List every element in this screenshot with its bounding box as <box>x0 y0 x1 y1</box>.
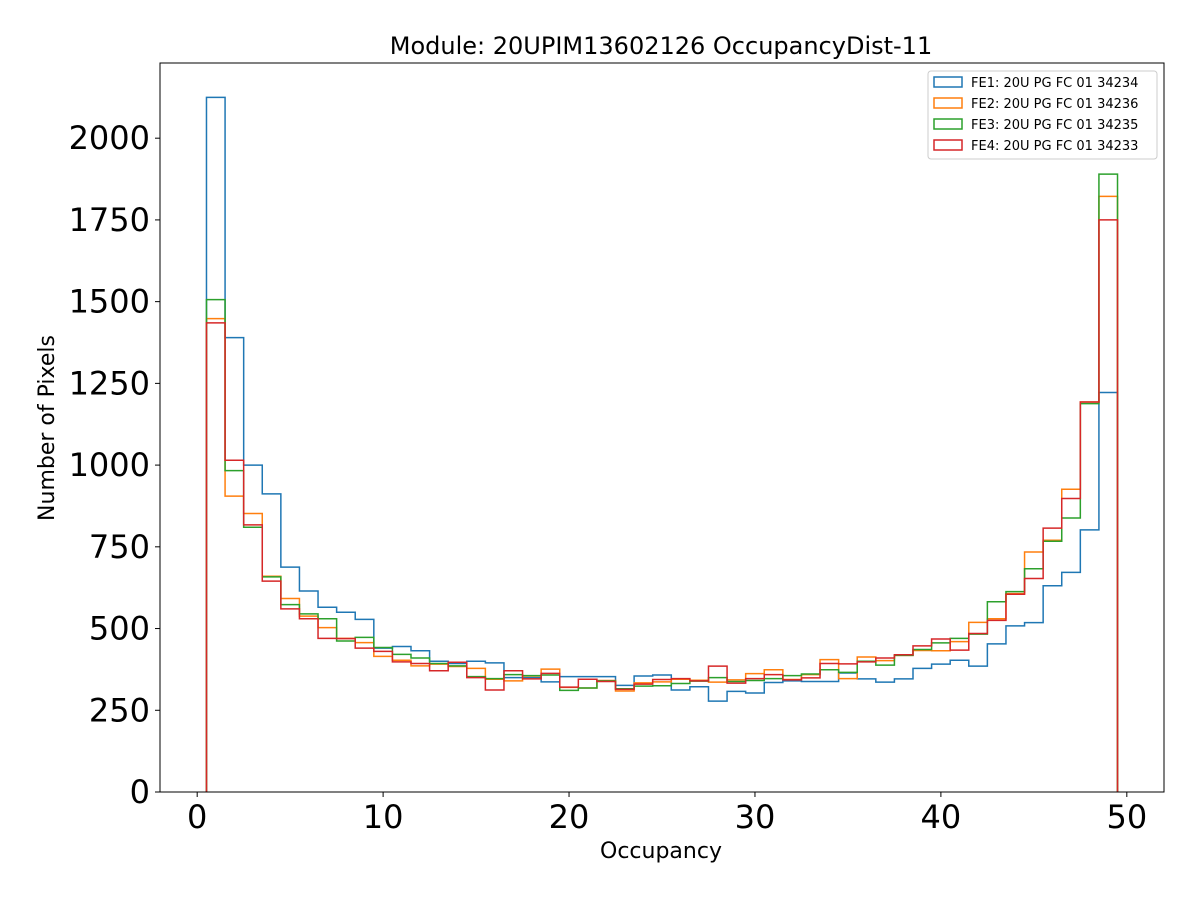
y-axis: 0 250 500 750 1000 1250 1500 1750 2000 <box>69 119 160 811</box>
y-tick-label: 1500 <box>69 283 150 321</box>
x-tick-label: 30 <box>735 798 776 836</box>
legend-label-fe2: FE2: 20U PG FC 01 34236 <box>971 97 1138 112</box>
legend-label-fe1: FE1: 20U PG FC 01 34234 <box>971 76 1138 91</box>
chart-title: Module: 20UPIM13602126 OccupancyDist-11 <box>390 32 932 60</box>
y-tick-label: 1750 <box>69 201 150 239</box>
y-tick-label: 1250 <box>69 364 150 402</box>
x-tick-label: 20 <box>549 798 590 836</box>
y-axis-label: Number of Pixels <box>35 335 60 521</box>
legend-box <box>927 70 1158 160</box>
y-tick-label: 500 <box>89 610 150 648</box>
legend-swatch-fe3 <box>933 118 963 130</box>
y-tick-label: 1000 <box>69 446 150 484</box>
x-tick-label: 50 <box>1106 798 1147 836</box>
x-axis: 0 10 20 30 40 50 <box>187 792 1147 836</box>
series-line-fe3 <box>205 173 1119 792</box>
y-tick-label: 2000 <box>69 119 150 157</box>
legend-label-fe3: FE3: 20U PG FC 01 34235 <box>971 118 1138 133</box>
legend-swatch-fe4 <box>933 139 963 151</box>
y-tick-label: 0 <box>130 773 150 811</box>
legend: FE1: 20U PG FC 01 34234 FE2: 20U PG FC 01… <box>927 70 1158 160</box>
legend-swatch-fe2 <box>933 97 963 109</box>
legend-swatch-fe1 <box>933 76 963 88</box>
x-tick-label: 40 <box>921 798 962 836</box>
series-line-fe4 <box>205 219 1119 792</box>
x-axis-label: Occupancy <box>600 839 722 864</box>
plot-area <box>205 96 1119 792</box>
series-line-fe1 <box>205 96 1119 792</box>
y-tick-label: 250 <box>89 691 150 729</box>
y-tick-label: 750 <box>89 528 150 566</box>
legend-label-fe4: FE4: 20U PG FC 01 34233 <box>971 139 1138 154</box>
plot-frame <box>159 62 1165 793</box>
x-tick-label: 10 <box>363 798 404 836</box>
series-line-fe2 <box>205 195 1119 792</box>
x-tick-label: 0 <box>187 798 207 836</box>
